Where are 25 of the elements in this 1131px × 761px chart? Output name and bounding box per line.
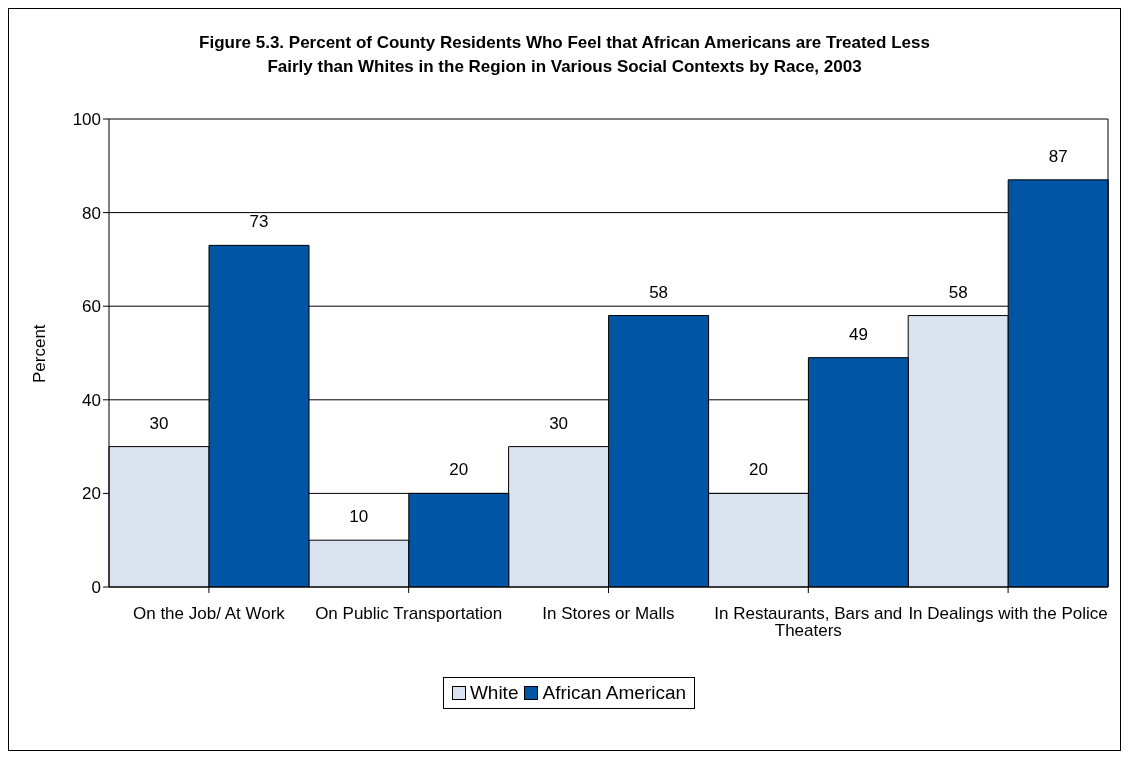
x-tick-label: On Public Transportation [315, 604, 503, 624]
x-tick-label: On the Job/ At Work [132, 604, 286, 624]
x-tick-label: In Dealings with the Police [908, 604, 1108, 624]
data-label: 58 [948, 282, 968, 302]
y-axis-title: Percent [30, 324, 50, 383]
y-tick-label: 100 [72, 110, 101, 130]
data-label: 73 [249, 212, 269, 232]
data-label: 30 [549, 413, 569, 433]
chart-title: Figure 5.3. Percent of County Residents Who Feel that African Americans are Treated Less Fairly than Whites in the Region in Various Social Contexts by Race, 2003 [198, 32, 931, 78]
x-tick-label: In Restaurants, Bars and Theaters [714, 604, 903, 641]
y-tick-label: 60 [82, 297, 101, 317]
y-tick-label: 40 [82, 390, 101, 410]
y-tick-label: 0 [91, 578, 101, 598]
legend-label: African American [542, 682, 687, 704]
data-label: 20 [449, 460, 469, 480]
data-label: 10 [349, 507, 369, 527]
x-tick-label: In Stores or Malls [542, 604, 675, 624]
data-label: 20 [748, 460, 768, 480]
legend-label: White [469, 682, 519, 704]
y-tick-label: 80 [82, 203, 101, 223]
data-label: 30 [149, 413, 169, 433]
y-tick-label: 20 [82, 484, 101, 504]
data-label: 58 [649, 282, 669, 302]
data-label: 49 [848, 324, 868, 344]
data-label: 87 [1048, 146, 1068, 166]
